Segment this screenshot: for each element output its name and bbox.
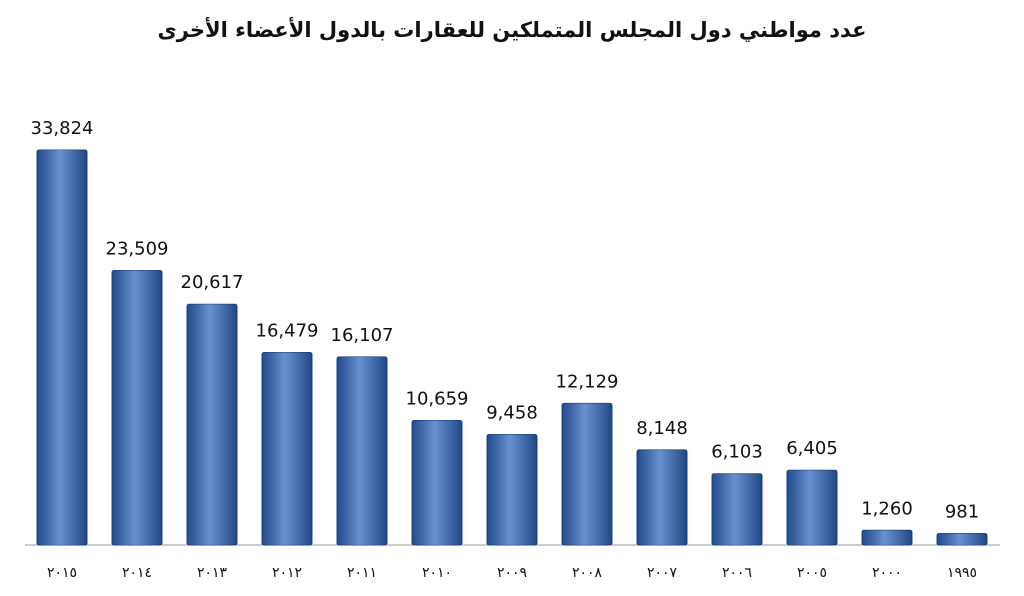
value-label: 20,617 (181, 272, 244, 293)
bar-shine (712, 473, 762, 545)
x-tick-label: ٢٠٠٩ (497, 565, 527, 581)
x-tick-label: ٢٠١٣ (197, 565, 228, 581)
value-label: 33,824 (31, 118, 94, 139)
bar-shine (562, 403, 612, 545)
value-label: 6,103 (711, 442, 763, 463)
value-label: 1,260 (861, 498, 913, 519)
x-tick-label: ٢٠١٠ (422, 565, 452, 581)
x-tick-label: ٢٠١٢ (272, 565, 302, 581)
x-tick-label: ٢٠٠٧ (647, 565, 678, 581)
value-label: 10,659 (406, 389, 469, 410)
bar-shine (862, 530, 912, 545)
x-tick-label: ١٩٩٥ (947, 565, 977, 581)
value-label: 23,509 (106, 238, 169, 259)
bar-shine (262, 352, 312, 545)
x-tick-label: ٢٠٠٨ (572, 565, 603, 581)
value-label: 8,148 (636, 418, 688, 439)
bar-shine (337, 356, 387, 545)
value-label: 16,479 (256, 321, 319, 342)
bar-shine (37, 150, 87, 545)
value-label: 16,107 (331, 325, 394, 346)
bar-shine (937, 533, 987, 545)
value-label: 9,458 (486, 403, 538, 424)
bar-shine (187, 304, 237, 545)
bar-shine (112, 270, 162, 545)
value-label: 981 (945, 502, 979, 523)
x-tick-label: ٢٠١٤ (122, 565, 152, 581)
bar-shine (637, 449, 687, 545)
bar-shine (787, 470, 837, 545)
value-label: 6,405 (786, 438, 838, 459)
chart-title: عدد مواطني دول المجلس المتملكين للعقارات… (158, 16, 867, 42)
x-tick-label: ٢٠٠٦ (722, 565, 752, 581)
x-tick-label: ٢٠٠٠ (872, 565, 902, 581)
bar-shine (412, 420, 462, 545)
bar-shine (487, 434, 537, 545)
x-tick-label: ٢٠١١ (347, 565, 377, 581)
value-label: 12,129 (556, 371, 619, 392)
x-tick-label: ٢٠٠٥ (797, 565, 827, 581)
x-tick-label: ٢٠١٥ (47, 565, 77, 581)
